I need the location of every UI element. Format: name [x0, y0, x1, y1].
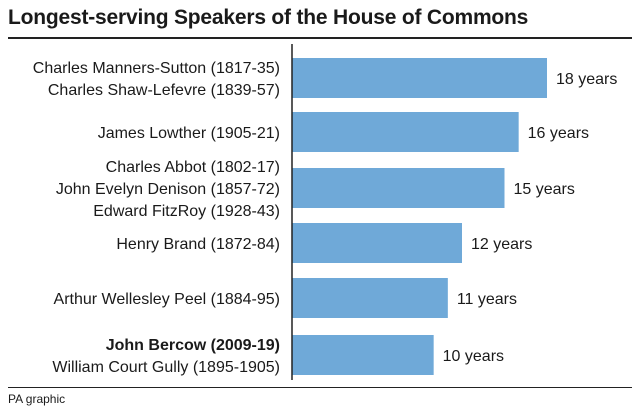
category-label-2-1: John Evelyn Denison (1857-72) — [56, 181, 280, 198]
bar-0 — [292, 58, 547, 98]
category-label-0-1: Charles Shaw-Lefevre (1839-57) — [48, 82, 280, 99]
bar-1 — [292, 112, 519, 152]
bar-5 — [292, 335, 434, 375]
value-label-5: 10 years — [443, 348, 504, 365]
category-label-2-2: Edward FitzRoy (1928-43) — [93, 203, 280, 220]
bar-4 — [292, 278, 448, 318]
category-label-4-0: Arthur Wellesley Peel (1884-95) — [54, 291, 280, 308]
value-label-2: 15 years — [514, 181, 575, 198]
category-label-2-0: Charles Abbot (1802-17) — [106, 159, 280, 176]
bar-2 — [292, 168, 505, 208]
title-divider — [8, 37, 632, 39]
labels-layer: 18 years Charles Manners-Sutton (1817-35)… — [33, 60, 618, 376]
bar-3 — [292, 223, 462, 263]
category-label-0-0: Charles Manners-Sutton (1817-35) — [33, 60, 280, 77]
category-label-1-0: James Lowther (1905-21) — [98, 125, 280, 142]
category-label-5-1: William Court Gully (1895-1905) — [52, 359, 280, 376]
chart-title: Longest-serving Speakers of the House of… — [8, 6, 529, 29]
category-label-3-0: Henry Brand (1872-84) — [116, 236, 280, 253]
value-label-1: 16 years — [528, 125, 589, 142]
value-label-3: 12 years — [471, 236, 532, 253]
value-label-4: 11 years — [457, 291, 517, 308]
value-label-0: 18 years — [556, 71, 617, 88]
category-label-5-0: John Bercow (2009-19) — [106, 337, 280, 354]
bars-layer — [292, 58, 547, 375]
source-credit: PA graphic — [8, 392, 66, 406]
footer-divider — [8, 387, 632, 388]
